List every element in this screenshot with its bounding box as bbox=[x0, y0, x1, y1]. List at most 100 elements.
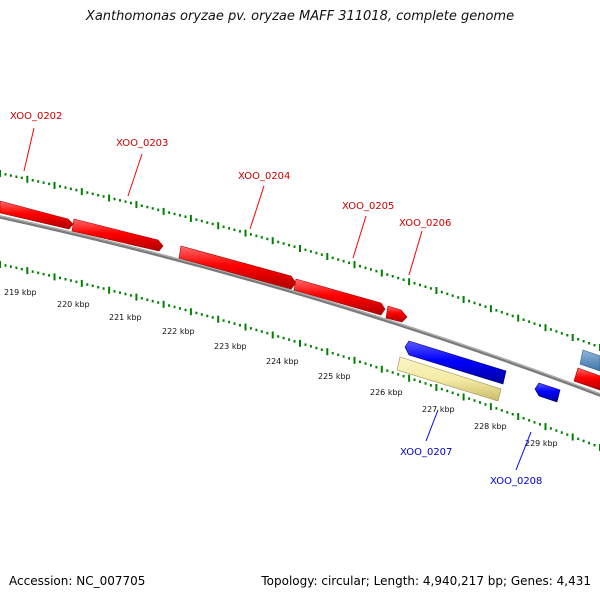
outer-ruler-minor-tick bbox=[157, 208, 160, 212]
gene-XOO_0207-arrow[interactable] bbox=[404, 340, 507, 385]
inner-ruler-minor-tick bbox=[20, 267, 23, 271]
inner-ruler-minor-tick bbox=[59, 276, 61, 280]
outer-ruler-minor-tick bbox=[506, 312, 509, 316]
gene-label-XOO_0206[interactable]: XOO_0206 bbox=[399, 218, 451, 229]
gene-forward-edge-arrow[interactable] bbox=[573, 367, 600, 391]
inner-ruler-minor-tick bbox=[249, 327, 252, 330]
scale-label-227: 227 kbp bbox=[422, 405, 455, 414]
outer-ruler-major-tick bbox=[408, 278, 411, 286]
outer-ruler-minor-tick bbox=[446, 292, 449, 296]
inner-ruler-minor-tick bbox=[386, 369, 389, 372]
gene-XOO_0203-arrow[interactable] bbox=[71, 218, 164, 252]
outer-ruler-minor-tick bbox=[37, 180, 40, 183]
inner-ruler-minor-tick bbox=[260, 330, 263, 333]
inner-ruler-minor-tick bbox=[511, 413, 514, 416]
outer-ruler-minor-tick bbox=[249, 233, 252, 236]
outer-ruler-major-tick bbox=[26, 175, 29, 183]
outer-ruler-minor-tick bbox=[309, 250, 312, 253]
inner-ruler-minor-tick bbox=[402, 374, 405, 378]
gene-XOO_0204-arrow[interactable] bbox=[178, 245, 297, 290]
inner-ruler-minor-tick bbox=[15, 266, 18, 270]
inner-ruler-minor-tick bbox=[4, 264, 7, 267]
inner-ruler-minor-tick bbox=[364, 362, 367, 365]
outer-ruler-minor-tick bbox=[511, 314, 514, 318]
inner-ruler-minor-tick bbox=[495, 407, 498, 410]
inner-ruler-major-tick bbox=[326, 348, 329, 356]
reverse-label-leaders bbox=[425, 409, 532, 471]
outer-ruler-minor-tick bbox=[555, 330, 558, 333]
inner-ruler-minor-tick bbox=[549, 427, 552, 430]
outer-ruler-minor-tick bbox=[397, 276, 400, 280]
outer-ruler-minor-tick bbox=[364, 266, 367, 270]
inner-ruler-major-tick bbox=[162, 300, 165, 308]
outer-ruler-minor-tick bbox=[500, 311, 503, 314]
outer-ruler-minor-tick bbox=[304, 248, 307, 252]
inner-ruler-minor-tick bbox=[320, 348, 323, 351]
inner-ruler-minor-tick bbox=[528, 419, 531, 422]
inner-ruler-major-tick bbox=[299, 339, 301, 347]
outer-ruler-minor-tick bbox=[4, 173, 7, 176]
outer-ruler-minor-tick bbox=[151, 207, 154, 210]
inner-ruler-minor-tick bbox=[91, 284, 94, 288]
inner-ruler-major-tick bbox=[435, 384, 438, 391]
outer-ruler-minor-tick bbox=[424, 285, 427, 288]
gene-XOO_0208-arrow[interactable] bbox=[534, 382, 561, 403]
outer-ruler-minor-tick bbox=[9, 174, 12, 177]
gene-label-XOO_0208[interactable]: XOO_0208 bbox=[490, 476, 542, 487]
outer-ruler-minor-tick bbox=[282, 242, 285, 245]
inner-ruler-minor-tick bbox=[64, 278, 67, 281]
outer-ruler-minor-tick bbox=[179, 214, 181, 217]
outer-ruler-minor-tick bbox=[429, 287, 432, 290]
gene-label-XOO_0207[interactable]: XOO_0207 bbox=[400, 447, 452, 458]
outer-ruler-major-tick bbox=[108, 194, 111, 202]
outer-ruler-major-tick bbox=[162, 207, 165, 215]
inner-ruler-minor-tick bbox=[391, 371, 394, 374]
inner-ruler-minor-tick bbox=[282, 336, 285, 340]
feature-pseudogene-block[interactable] bbox=[396, 356, 502, 402]
gene-label-XOO_0204[interactable]: XOO_0204 bbox=[238, 171, 290, 182]
outer-ruler-major-tick bbox=[353, 261, 356, 269]
inner-ruler-minor-tick bbox=[157, 301, 160, 304]
scale-label-225: 225 kbp bbox=[318, 372, 351, 381]
gene-XOO_0206-arrow[interactable] bbox=[385, 305, 408, 323]
outer-ruler-minor-tick bbox=[457, 296, 460, 299]
inner-ruler-minor-tick bbox=[200, 313, 203, 316]
inner-ruler-minor-tick bbox=[124, 292, 127, 296]
inner-ruler-minor-tick bbox=[179, 307, 181, 310]
inner-ruler-minor-tick bbox=[211, 316, 214, 319]
outer-ruler-minor-tick bbox=[528, 320, 531, 323]
outer-ruler-minor-tick bbox=[593, 344, 596, 347]
inner-ruler-minor-tick bbox=[173, 305, 176, 309]
gene-label-XOO_0205[interactable]: XOO_0205 bbox=[342, 201, 394, 212]
gene-label-XOO_0203[interactable]: XOO_0203 bbox=[116, 138, 168, 149]
gene-label-XOO_0202[interactable]: XOO_0202 bbox=[10, 111, 62, 122]
outer-ruler-minor-tick bbox=[293, 245, 296, 248]
gene-XOO_0205-arrow[interactable] bbox=[293, 278, 386, 316]
outer-ruler-minor-tick bbox=[195, 218, 198, 221]
outer-ruler-minor-tick bbox=[31, 179, 34, 182]
inner-ruler-minor-tick bbox=[588, 441, 591, 445]
genome-backbone bbox=[0, 215, 600, 397]
outer-ruler-minor-tick bbox=[129, 201, 132, 205]
outer-ruler-minor-tick bbox=[200, 219, 203, 223]
inner-ruler-minor-tick bbox=[48, 274, 51, 277]
outer-ruler-minor-tick bbox=[206, 221, 209, 224]
outer-ruler-minor-tick bbox=[588, 342, 591, 345]
outer-ruler-minor-tick bbox=[119, 199, 121, 202]
inner-ruler-minor-tick bbox=[86, 283, 89, 286]
gene-XOO_0202-arrow[interactable] bbox=[0, 200, 74, 230]
outer-ruler-minor-tick bbox=[277, 240, 280, 244]
outer-ruler-minor-tick bbox=[560, 332, 563, 335]
inner-ruler-minor-tick bbox=[337, 353, 340, 357]
inner-ruler-minor-tick bbox=[342, 355, 345, 358]
inner-ruler-minor-tick bbox=[506, 411, 509, 414]
inner-ruler-minor-tick bbox=[484, 403, 487, 406]
outer-ruler-major-tick bbox=[271, 237, 274, 245]
inner-ruler-minor-tick bbox=[359, 360, 361, 364]
inner-ruler-minor-tick bbox=[593, 443, 596, 447]
feature-steelblue-block[interactable] bbox=[579, 349, 600, 372]
inner-ruler-minor-tick bbox=[500, 409, 503, 412]
outer-ruler-minor-tick bbox=[337, 258, 340, 261]
outer-ruler-minor-tick bbox=[239, 230, 241, 233]
outer-ruler-minor-tick bbox=[86, 191, 89, 194]
